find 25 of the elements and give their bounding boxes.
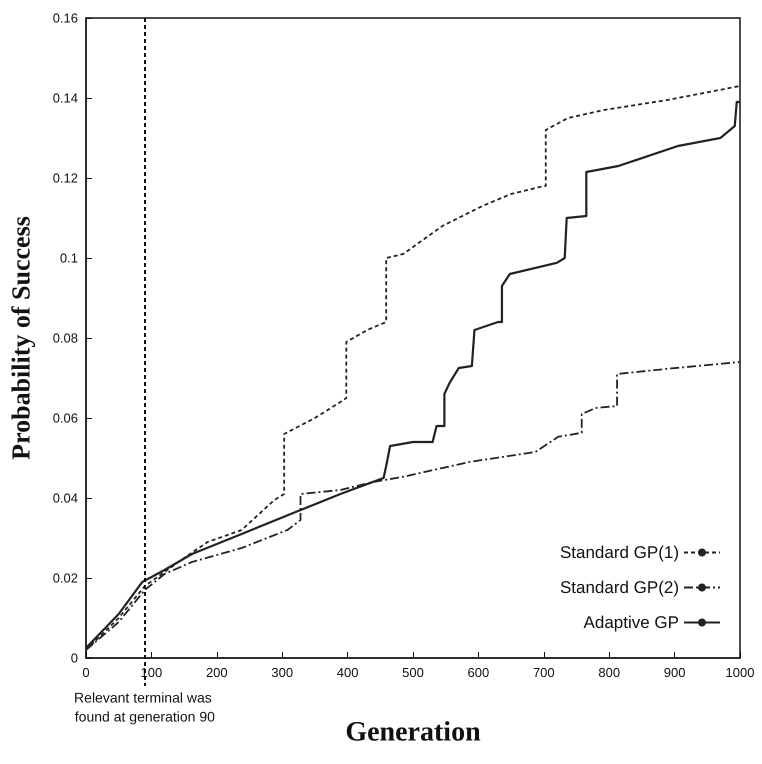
x-tick-label: 900: [664, 665, 686, 680]
y-tick-label: 0.06: [52, 410, 78, 426]
x-tick-label: 600: [468, 665, 490, 680]
x-tick-label: 500: [402, 665, 424, 680]
y-tick-label: 0.08: [52, 330, 78, 346]
legend-label: Standard GP(2): [560, 578, 679, 597]
y-tick-label: 0.14: [52, 90, 78, 106]
y-tick-label: 0: [70, 650, 78, 666]
x-tick-label: 300: [271, 665, 294, 680]
x-tick-label: 0: [82, 665, 90, 680]
legend-label: Adaptive GP: [584, 613, 679, 632]
x-tick-label: 400: [336, 665, 358, 680]
y-tick-label: 0.12: [52, 170, 78, 186]
x-tick-label: 700: [532, 665, 555, 680]
x-axis-title: Generation: [345, 716, 482, 748]
legend-label: Standard GP(1): [560, 543, 679, 562]
y-tick-label: 0.02: [52, 570, 78, 586]
y-axis-title: Probability of Success: [6, 216, 36, 460]
y-tick-label: 0.16: [52, 10, 78, 26]
ref-line-label: Relevant terminal was found at generation 90: [74, 690, 216, 724]
y-tick-label: 0.04: [52, 490, 78, 506]
x-tick-label: 1000: [726, 665, 754, 680]
y-tick-label: 0.1: [60, 250, 78, 266]
x-tick-label: 200: [206, 665, 228, 680]
x-tick-label: 800: [598, 665, 620, 680]
